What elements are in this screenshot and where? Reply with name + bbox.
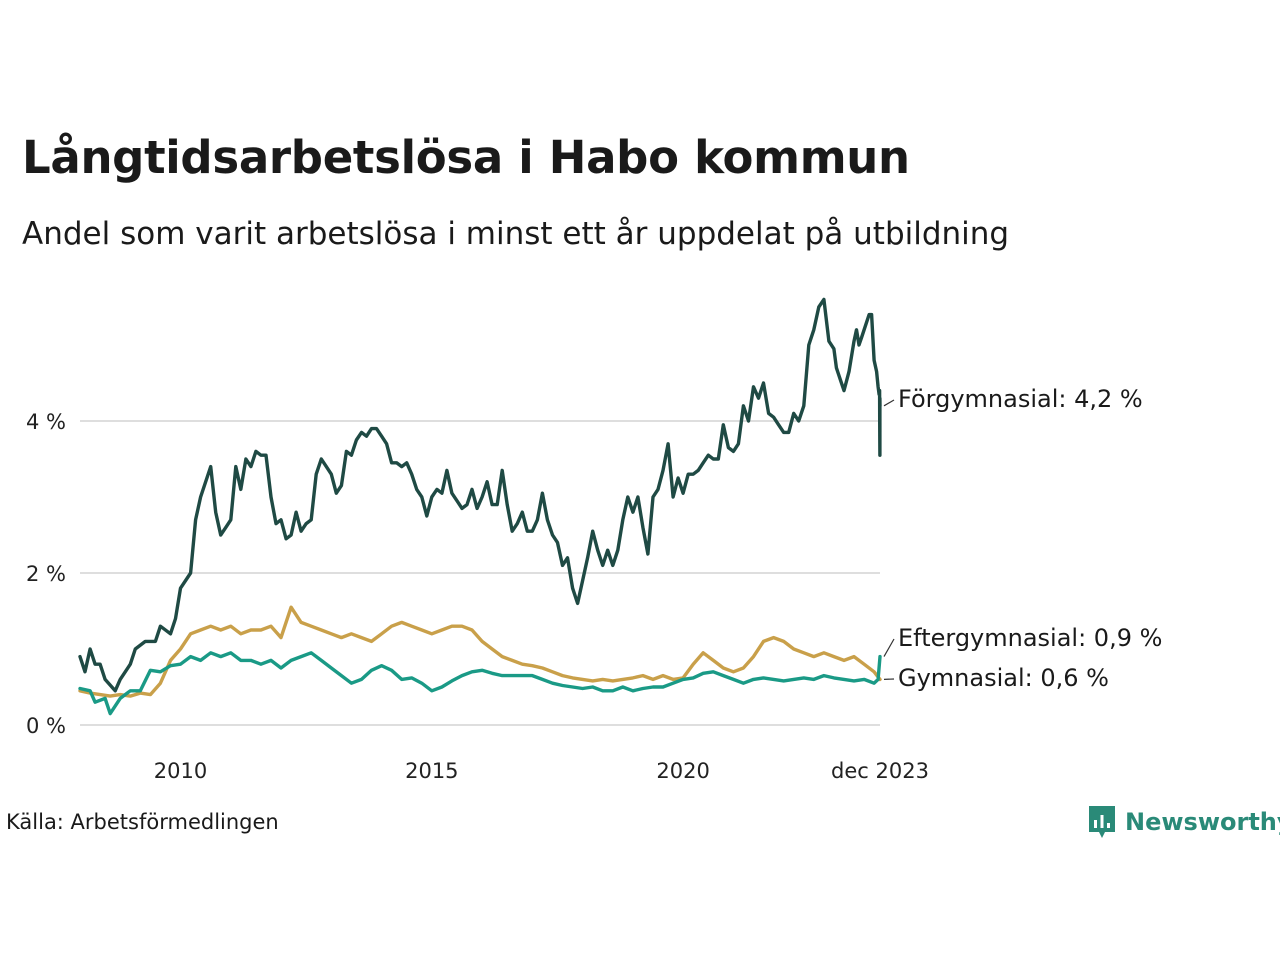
y-tick-label: 4 % — [26, 410, 66, 434]
brand-name: Newsworthy — [1125, 808, 1280, 836]
bar-chart-speech-bubble-icon — [1089, 806, 1115, 838]
x-tick-label: 2020 — [656, 759, 709, 783]
leader-line — [883, 638, 895, 657]
series-end-label: Eftergymnasial: 0,9 % — [898, 624, 1162, 652]
x-tick-label: 2010 — [154, 759, 207, 783]
y-tick-label: 2 % — [26, 562, 66, 586]
series-line-gymnasial — [78, 605, 882, 698]
series-end-label: Förgymnasial: 4,2 % — [898, 385, 1143, 413]
source-note: Källa: Arbetsförmedlingen — [6, 810, 279, 834]
chart-title: Långtidsarbetslösa i Habo kommun — [22, 131, 910, 184]
series-end-label: Gymnasial: 0,6 % — [898, 664, 1109, 692]
series-line-förgymnasial — [78, 297, 882, 693]
x-tick-label: 2015 — [405, 759, 458, 783]
y-tick-label: 0 % — [26, 714, 66, 738]
x-tick-label: dec 2023 — [831, 759, 929, 783]
series-line-eftergymnasial — [78, 651, 882, 716]
leader-line — [883, 399, 895, 407]
chart-subtitle: Andel som varit arbetslösa i minst ett å… — [22, 216, 1010, 252]
brand-logo: Newsworthy — [1087, 804, 1280, 840]
